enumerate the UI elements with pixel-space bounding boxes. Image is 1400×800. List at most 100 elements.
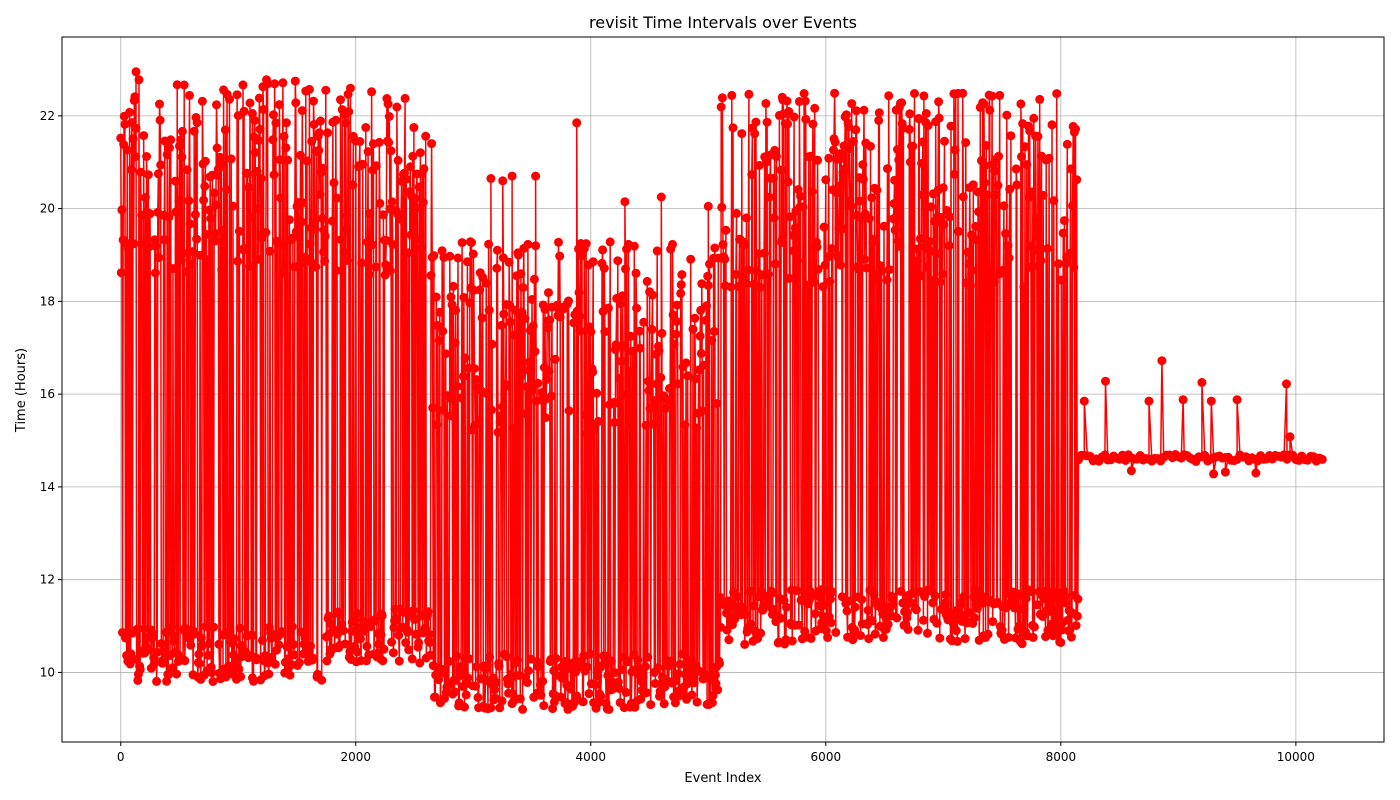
data-point bbox=[980, 160, 990, 170]
data-point bbox=[460, 702, 469, 712]
data-point bbox=[764, 595, 774, 605]
data-point bbox=[963, 247, 973, 257]
data-point bbox=[384, 138, 394, 147]
data-point bbox=[600, 327, 610, 337]
data-point bbox=[633, 655, 643, 665]
data-point bbox=[960, 634, 970, 644]
data-point bbox=[426, 271, 436, 280]
data-point bbox=[772, 151, 781, 161]
data-point bbox=[271, 118, 281, 128]
data-point bbox=[152, 676, 162, 686]
data-point bbox=[450, 338, 460, 348]
data-point bbox=[603, 303, 613, 313]
data-point bbox=[867, 193, 877, 203]
data-point bbox=[446, 292, 456, 302]
data-point bbox=[785, 212, 795, 222]
data-point bbox=[784, 273, 794, 283]
data-point bbox=[1220, 467, 1230, 477]
data-point bbox=[669, 339, 679, 349]
data-point bbox=[180, 656, 190, 666]
data-point bbox=[702, 301, 711, 311]
data-point bbox=[140, 193, 150, 202]
data-point bbox=[524, 666, 533, 676]
data-point bbox=[575, 326, 585, 336]
data-point bbox=[1056, 638, 1066, 647]
data-point bbox=[131, 123, 141, 133]
data-point bbox=[297, 106, 307, 116]
data-point bbox=[1020, 142, 1030, 152]
data-point bbox=[177, 126, 187, 136]
data-point bbox=[1017, 152, 1026, 162]
data-point bbox=[591, 680, 600, 690]
data-point bbox=[445, 251, 455, 261]
data-point bbox=[474, 415, 484, 425]
data-point bbox=[1062, 139, 1072, 149]
data-point bbox=[187, 247, 197, 257]
data-point bbox=[463, 673, 473, 683]
data-point bbox=[823, 252, 833, 262]
data-point bbox=[678, 649, 687, 659]
data-point bbox=[924, 236, 934, 246]
data-point bbox=[440, 668, 450, 678]
data-point bbox=[883, 619, 893, 629]
data-point bbox=[216, 159, 226, 169]
data-point bbox=[1044, 153, 1054, 163]
data-point bbox=[813, 155, 823, 165]
data-point bbox=[731, 269, 741, 279]
data-point bbox=[793, 256, 803, 266]
data-point bbox=[531, 171, 541, 181]
data-point bbox=[1001, 229, 1011, 239]
data-point bbox=[323, 128, 333, 138]
data-point bbox=[214, 639, 224, 649]
data-point bbox=[652, 379, 662, 389]
data-point bbox=[958, 192, 968, 202]
data-point bbox=[142, 152, 152, 161]
data-point bbox=[599, 263, 609, 273]
data-point bbox=[703, 271, 713, 281]
data-point bbox=[1072, 175, 1082, 185]
data-point bbox=[423, 607, 433, 617]
data-point bbox=[858, 174, 868, 184]
data-point bbox=[229, 634, 239, 644]
data-point bbox=[484, 239, 494, 249]
data-point bbox=[267, 652, 277, 662]
data-point bbox=[289, 640, 298, 649]
data-point bbox=[940, 136, 949, 146]
data-point bbox=[878, 633, 888, 642]
data-point bbox=[481, 278, 491, 288]
data-point bbox=[1029, 113, 1039, 123]
data-point bbox=[144, 645, 154, 655]
data-point bbox=[362, 641, 372, 651]
data-point bbox=[1004, 632, 1014, 642]
data-point bbox=[425, 650, 435, 660]
data-point bbox=[819, 222, 829, 232]
data-point bbox=[799, 89, 809, 98]
data-point bbox=[132, 624, 142, 634]
data-point bbox=[982, 190, 992, 200]
data-point bbox=[393, 155, 403, 165]
data-point bbox=[961, 138, 971, 148]
data-point bbox=[186, 640, 196, 650]
data-point bbox=[769, 173, 778, 183]
data-point bbox=[740, 610, 750, 620]
data-point bbox=[818, 282, 828, 292]
data-point bbox=[844, 144, 854, 154]
data-point bbox=[255, 124, 265, 134]
data-point bbox=[974, 207, 984, 217]
data-point bbox=[930, 591, 940, 601]
data-point bbox=[473, 693, 483, 702]
data-point bbox=[884, 91, 894, 101]
data-point bbox=[624, 419, 634, 429]
data-point bbox=[703, 280, 713, 290]
data-point bbox=[598, 245, 608, 255]
data-point bbox=[374, 137, 384, 147]
data-point bbox=[253, 254, 263, 264]
data-point bbox=[414, 182, 424, 192]
chart-title: revisit Time Intervals over Events bbox=[589, 13, 857, 32]
data-point bbox=[646, 700, 656, 710]
data-point bbox=[648, 290, 657, 300]
data-point bbox=[145, 242, 154, 252]
data-point bbox=[471, 375, 481, 385]
data-point bbox=[837, 592, 847, 602]
data-point bbox=[1282, 379, 1291, 389]
